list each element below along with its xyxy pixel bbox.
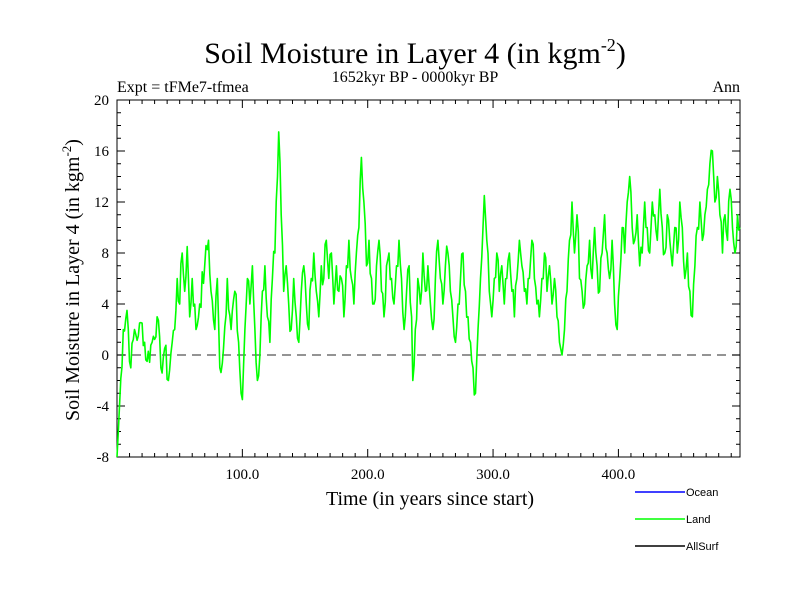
- y-tick-label: -4: [97, 399, 110, 415]
- y-tick-label: 12: [94, 195, 109, 211]
- x-tick-label: 100.0: [225, 467, 259, 483]
- x-axis-label: Time (in years since start): [326, 488, 534, 510]
- y-axis-label: Soil Moisture in Layer 4 (in kgm-2): [59, 139, 84, 421]
- series-group: [116, 131, 741, 458]
- experiment-label: Expt = tFMe7-tfmea: [117, 79, 249, 96]
- legend-label-allsurf: AllSurf: [686, 541, 719, 553]
- legend-label-land: Land: [686, 514, 710, 526]
- y-tick-label: 0: [102, 348, 110, 364]
- y-tick-label: -8: [97, 450, 110, 466]
- chart-subtitle: 1652kyr BP - 0000kyr BP: [332, 69, 499, 86]
- y-tick-label: 8: [102, 246, 110, 262]
- x-tick-label: 200.0: [351, 467, 385, 483]
- y-tick-label: 16: [94, 144, 110, 160]
- x-tick-label: 400.0: [602, 467, 636, 483]
- y-tick-label: 20: [94, 93, 109, 109]
- axis-ticks: 100.0 200.0 300.0 400.0 -8 -4 0 4 8 12 16 20: [94, 93, 740, 483]
- series-line-land: [116, 131, 741, 458]
- chart-title: Soil Moisture in Layer 4 (in kgm-2): [204, 35, 626, 70]
- legend: Ocean Land AllSurf: [635, 487, 719, 553]
- season-label: Ann: [712, 79, 740, 96]
- legend-label-ocean: Ocean: [686, 487, 718, 499]
- y-tick-label: 4: [102, 297, 110, 313]
- x-tick-label: 300.0: [476, 467, 510, 483]
